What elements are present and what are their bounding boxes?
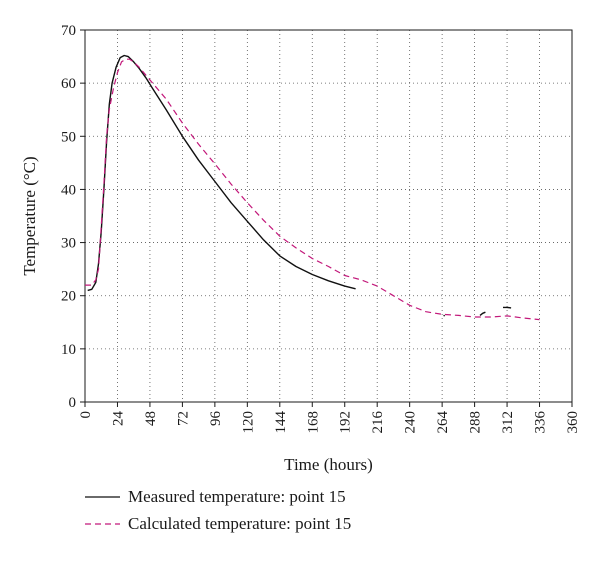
- x-tick-label: 144: [273, 411, 289, 434]
- calculated-series-line: [85, 58, 540, 321]
- plot-area-frame: [84, 29, 573, 403]
- y-tick-label: 20: [61, 289, 76, 305]
- x-tick-label: 24: [110, 411, 126, 427]
- legend: Measured temperature: point 15 Calculate…: [85, 487, 351, 533]
- x-tick-label: 72: [175, 411, 191, 426]
- x-tick-label: 240: [403, 411, 419, 434]
- y-tick-label: 40: [61, 182, 76, 198]
- legend-label-calculated: Calculated temperature: point 15: [128, 514, 351, 533]
- y-tick-label: 10: [61, 342, 76, 358]
- x-axis-ticks: 0 24 48 72 96 120 144 168 192 216 240 264 288 312 336 3…: [78, 402, 581, 434]
- y-tick-label: 70: [61, 23, 76, 39]
- y-axis-title: Temperature (°C): [20, 156, 39, 275]
- x-tick-label: 168: [305, 411, 321, 434]
- measured-series-line: [479, 311, 486, 316]
- y-axis-ticks: 0 10 20 30 40 50 60 70: [61, 23, 85, 411]
- x-tick-label: 48: [143, 411, 159, 426]
- x-tick-label: 360: [565, 411, 581, 434]
- x-axis-title: Time (hours): [284, 455, 373, 474]
- x-tick-label: 0: [78, 411, 94, 419]
- measured-series-line: [443, 314, 446, 317]
- x-tick-label: 264: [435, 411, 451, 434]
- y-tick-label: 30: [61, 236, 76, 252]
- x-tick-label: 192: [338, 411, 354, 434]
- measured-series-line: [87, 54, 356, 292]
- x-tick-label: 216: [370, 411, 386, 434]
- measured-series-line: [503, 306, 512, 309]
- x-tick-label: 96: [208, 411, 224, 427]
- y-tick-label: 0: [69, 395, 77, 411]
- x-tick-label: 336: [533, 411, 549, 434]
- x-tick-label: 120: [240, 411, 256, 434]
- series-lines: [85, 54, 540, 321]
- y-tick-label: 60: [61, 76, 76, 92]
- grid-lines: [85, 30, 572, 402]
- x-tick-label: 312: [500, 411, 516, 434]
- y-tick-label: 50: [61, 129, 76, 145]
- x-tick-label: 288: [468, 411, 484, 434]
- legend-label-measured: Measured temperature: point 15: [128, 487, 346, 506]
